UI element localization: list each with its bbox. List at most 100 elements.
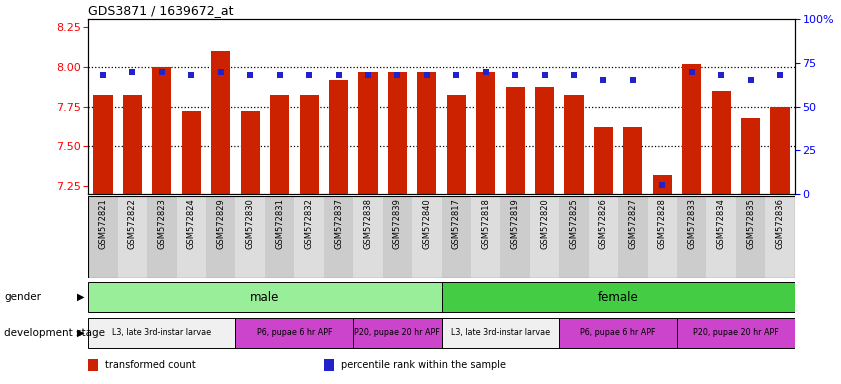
Text: GSM572836: GSM572836 [775, 198, 785, 249]
Bar [736, 196, 765, 278]
Text: P20, pupae 20 hr APF: P20, pupae 20 hr APF [693, 328, 779, 338]
Text: L3, late 3rd-instar larvae: L3, late 3rd-instar larvae [451, 328, 550, 338]
Text: GSM572829: GSM572829 [216, 198, 225, 249]
Point [390, 72, 404, 78]
Point [214, 69, 227, 75]
Bar [241, 111, 260, 194]
Bar [442, 282, 795, 312]
Bar [211, 51, 230, 194]
Bar [476, 72, 495, 194]
Bar [677, 318, 795, 348]
Text: P20, pupae 20 hr APF: P20, pupae 20 hr APF [355, 328, 440, 338]
Text: GSM572839: GSM572839 [393, 198, 402, 249]
Bar [177, 196, 206, 278]
Bar [88, 282, 442, 312]
Bar [447, 96, 466, 194]
Bar [329, 79, 348, 194]
Point [596, 77, 610, 83]
Bar [559, 318, 677, 348]
Text: GDS3871 / 1639672_at: GDS3871 / 1639672_at [88, 3, 234, 17]
Bar [618, 196, 648, 278]
Point [244, 72, 257, 78]
Bar [383, 196, 412, 278]
Bar [152, 67, 172, 194]
Bar [182, 111, 201, 194]
Text: GSM572817: GSM572817 [452, 198, 461, 249]
Bar [682, 64, 701, 194]
Bar [299, 96, 319, 194]
Text: GSM572831: GSM572831 [275, 198, 284, 249]
Bar [770, 107, 790, 194]
Bar [388, 72, 407, 194]
Bar [706, 196, 736, 278]
Text: GSM572835: GSM572835 [746, 198, 755, 249]
Bar [294, 196, 324, 278]
Text: transformed count: transformed count [105, 360, 196, 370]
Point [272, 72, 286, 78]
Bar [589, 196, 618, 278]
Text: GSM572825: GSM572825 [569, 198, 579, 249]
Text: gender: gender [4, 292, 41, 302]
Bar [235, 318, 353, 348]
Bar [353, 196, 383, 278]
Point [184, 72, 198, 78]
Text: GSM572837: GSM572837 [334, 198, 343, 249]
Bar [235, 196, 265, 278]
Bar [412, 196, 442, 278]
Text: development stage: development stage [4, 328, 105, 338]
Text: GSM572832: GSM572832 [304, 198, 314, 249]
Text: GSM572834: GSM572834 [717, 198, 726, 249]
Bar [741, 118, 760, 194]
Bar [265, 196, 294, 278]
Bar [505, 88, 525, 194]
Text: GSM572827: GSM572827 [628, 198, 637, 249]
Point [96, 72, 109, 78]
Bar [206, 196, 235, 278]
Bar [765, 196, 795, 278]
Text: GSM572828: GSM572828 [658, 198, 667, 249]
Bar [500, 196, 530, 278]
Bar [358, 72, 378, 194]
Point [508, 72, 521, 78]
Bar [270, 96, 289, 194]
Bar [564, 96, 584, 194]
Bar [353, 318, 442, 348]
Bar [711, 91, 731, 194]
Text: GSM572826: GSM572826 [599, 198, 608, 249]
Text: GSM572838: GSM572838 [363, 198, 373, 249]
Point [331, 72, 345, 78]
Bar [471, 196, 500, 278]
Point [538, 72, 552, 78]
Bar [93, 96, 113, 194]
Bar [623, 127, 643, 194]
Text: GSM572823: GSM572823 [157, 198, 167, 249]
Text: GSM572818: GSM572818 [481, 198, 490, 249]
Text: GSM572830: GSM572830 [246, 198, 255, 249]
Text: GSM572822: GSM572822 [128, 198, 137, 249]
Point [626, 77, 639, 83]
Text: GSM572820: GSM572820 [540, 198, 549, 249]
Bar [559, 196, 589, 278]
Bar [535, 88, 554, 194]
Point [656, 182, 669, 188]
Text: P6, pupae 6 hr APF: P6, pupae 6 hr APF [580, 328, 656, 338]
Bar [417, 72, 436, 194]
Point [714, 72, 727, 78]
Text: L3, late 3rd-instar larvae: L3, late 3rd-instar larvae [113, 328, 211, 338]
Bar [442, 318, 559, 348]
Text: GSM572840: GSM572840 [422, 198, 431, 249]
Text: GSM572833: GSM572833 [687, 198, 696, 249]
Bar [324, 196, 353, 278]
Bar [442, 196, 471, 278]
Point [125, 69, 139, 75]
Text: male: male [251, 291, 279, 304]
Bar [653, 175, 672, 194]
Text: female: female [598, 291, 638, 304]
Bar [88, 196, 118, 278]
Point [479, 69, 493, 75]
Text: GSM572821: GSM572821 [98, 198, 108, 249]
Text: percentile rank within the sample: percentile rank within the sample [341, 360, 505, 370]
Point [420, 72, 434, 78]
Text: ▶: ▶ [77, 292, 85, 302]
Text: GSM572819: GSM572819 [510, 198, 520, 249]
